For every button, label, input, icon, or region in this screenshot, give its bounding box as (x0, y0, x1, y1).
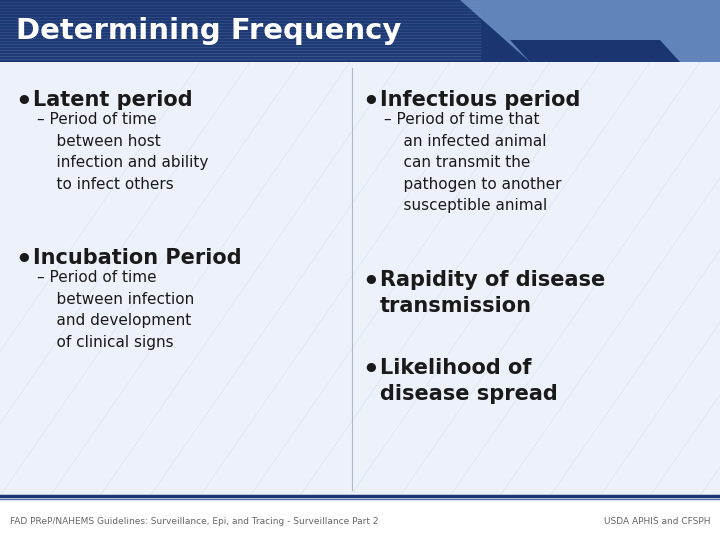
Bar (0, 496, 720, 540)
Polygon shape (510, 40, 680, 62)
Text: – Period of time
    between host
    infection and ability
    to infect others: – Period of time between host infection … (37, 112, 208, 192)
Text: •: • (15, 248, 32, 274)
Text: •: • (15, 90, 32, 116)
Polygon shape (460, 0, 720, 62)
Text: •: • (362, 270, 379, 296)
Text: Likelihood of
disease spread: Likelihood of disease spread (380, 358, 558, 403)
Bar (0, 0, 720, 62)
Text: – Period of time
    between infection
    and development
    of clinical signs: – Period of time between infection and d… (37, 270, 194, 350)
Text: USDA APHIS and CFSPH: USDA APHIS and CFSPH (603, 517, 710, 526)
Text: Determining Frequency: Determining Frequency (16, 17, 401, 45)
Text: Infectious period: Infectious period (380, 90, 580, 110)
Text: – Period of time that
    an infected animal
    can transmit the
    pathogen t: – Period of time that an infected animal… (384, 112, 562, 213)
Text: •: • (362, 358, 379, 384)
Text: Incubation Period: Incubation Period (33, 248, 242, 268)
Text: Latent period: Latent period (33, 90, 193, 110)
Text: Rapidity of disease
transmission: Rapidity of disease transmission (380, 270, 606, 315)
Text: •: • (362, 90, 379, 116)
Bar (0, 62, 720, 496)
Text: FAD PReP/NAHEMS Guidelines: Surveillance, Epi, and Tracing - Surveillance Part 2: FAD PReP/NAHEMS Guidelines: Surveillance… (10, 517, 379, 526)
